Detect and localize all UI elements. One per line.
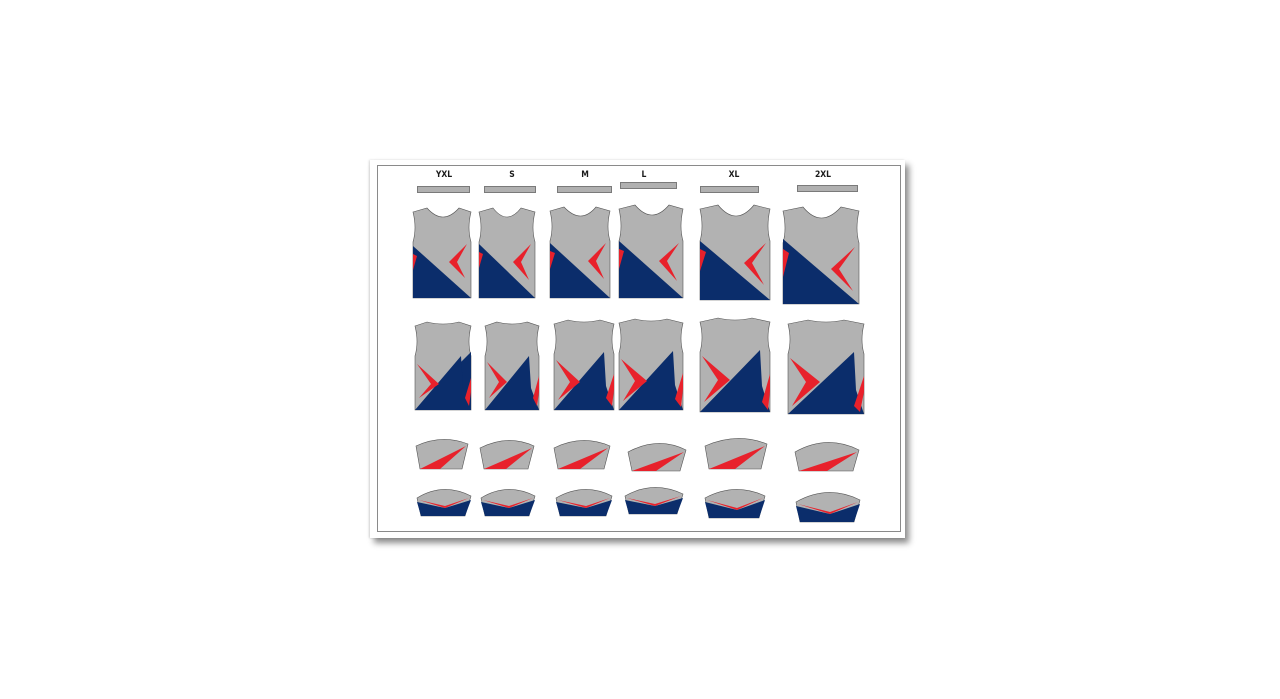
- size-label-m: M: [581, 170, 589, 180]
- front-panel-l: [618, 204, 684, 299]
- sleeve-upper-xl: [704, 438, 768, 470]
- back-panel-yxl: [414, 321, 472, 411]
- collar-strip-s: [484, 186, 536, 193]
- collar-strip-l: [620, 182, 677, 189]
- sleeve-lower-m: [555, 489, 613, 517]
- pattern-sheet: YXL S M L XL 2XL: [370, 160, 905, 538]
- back-panel-m: [553, 319, 615, 411]
- collar-strip-xl: [700, 186, 759, 193]
- sleeve-lower-xl: [704, 489, 766, 519]
- sleeve-upper-yxl: [415, 439, 469, 470]
- size-label-s: S: [509, 170, 515, 180]
- sheet-border: [377, 165, 901, 532]
- back-panel-s: [484, 321, 540, 411]
- collar-strip-yxl: [417, 186, 470, 193]
- sleeve-lower-l: [624, 487, 684, 515]
- back-panel-l: [618, 318, 684, 411]
- collar-strip-2xl: [797, 185, 858, 192]
- sleeve-upper-l: [627, 443, 687, 472]
- size-label-xl: XL: [728, 170, 740, 180]
- sleeve-upper-2xl: [794, 442, 860, 472]
- sleeve-lower-yxl: [416, 489, 472, 517]
- front-panel-xl: [699, 204, 771, 301]
- size-label-l: L: [641, 170, 647, 180]
- back-panel-2xl: [787, 319, 865, 415]
- size-label-2xl: 2XL: [814, 170, 832, 180]
- sleeve-lower-s: [480, 489, 536, 517]
- sleeve-upper-m: [553, 440, 611, 470]
- front-panel-yxl: [412, 207, 472, 299]
- collar-strip-m: [557, 186, 612, 193]
- back-panel-xl: [699, 317, 771, 413]
- front-panel-m: [549, 206, 611, 299]
- front-panel-2xl: [782, 206, 860, 305]
- size-label-yxl: YXL: [435, 170, 453, 180]
- sleeve-upper-s: [479, 440, 535, 470]
- front-panel-s: [478, 207, 536, 299]
- sleeve-lower-2xl: [795, 492, 861, 523]
